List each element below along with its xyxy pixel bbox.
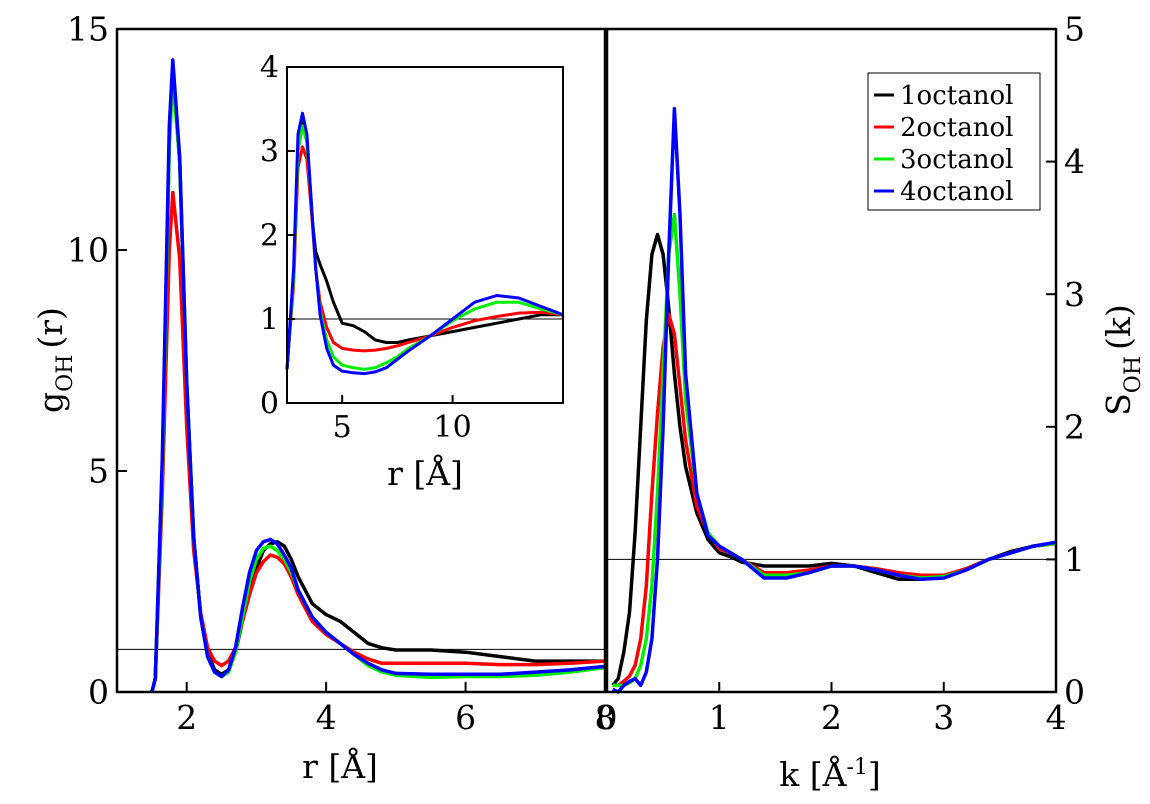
left-x-ticks: 2 4 6 8	[176, 682, 616, 737]
inset-series-group	[285, 111, 564, 376]
right-x-tick-label: 0	[597, 698, 618, 737]
svg-text:gOH(r): gOH (r)	[31, 307, 78, 413]
left-x-tick-label: 2	[176, 698, 197, 737]
right-y-label: SOH (k)	[1099, 304, 1146, 416]
right-x-ticks: 0 1 2 3 4	[597, 682, 1067, 737]
right-x-label-tail: ]	[868, 755, 881, 794]
left-series-group	[150, 58, 606, 693]
right-x-tick-label: 2	[821, 698, 842, 737]
legend-entry-4octanol: 4octanol	[874, 177, 1013, 207]
legend-label-4octanol: 4octanol	[900, 177, 1013, 207]
inset-y-tick-label: 1	[260, 303, 279, 338]
legend: 1octanol 2octanol 3octanol 4octanol	[867, 72, 1041, 211]
left-x-label: r [Å]	[302, 746, 378, 786]
legend-box	[867, 72, 1041, 211]
inset-x-tick-label: 5	[333, 410, 352, 445]
inset-y-tick-label: 0	[260, 387, 279, 422]
right-y-label-tail: (k)	[1099, 304, 1138, 350]
inset-series-4octanol	[285, 111, 564, 376]
right-plot-frame	[605, 27, 1058, 694]
right-y-tick-label: 0	[1064, 673, 1085, 712]
left-y-label-tail: (r)	[31, 307, 70, 349]
right-y-tick-label: 1	[1064, 540, 1085, 579]
left-y-tick-label: 0	[88, 673, 109, 712]
inset-x-tick-label: 10	[434, 410, 472, 445]
right-x-label: k [Å-1]	[779, 754, 881, 794]
right-y-tick-label: 2	[1064, 407, 1085, 446]
legend-label-2octanol: 2octanol	[900, 113, 1013, 143]
right-y-tick-label: 5	[1064, 10, 1085, 49]
left-plot-frame	[115, 27, 607, 694]
inset-plot-frame	[286, 66, 564, 404]
left-y-label-main: g	[31, 392, 70, 413]
left-x-tick-label: 8	[595, 698, 616, 737]
left-y-tick-label: 10	[67, 231, 109, 270]
right-y-tick-label: 4	[1064, 142, 1085, 181]
legend-entry-2octanol: 2octanol	[874, 113, 1013, 143]
left-y-label-sub: OH	[53, 355, 78, 392]
legend-entry-1octanol: 1octanol	[874, 81, 1013, 111]
inset-series-2octanol	[285, 145, 564, 370]
left-x-tick-label: 6	[455, 698, 476, 737]
inset-panel: 5 10 0 1 2 3 4 r [Å]	[260, 51, 564, 493]
right-y-label-sub: OH	[1121, 356, 1146, 393]
left-series-4octanol	[150, 58, 606, 693]
svg-text:SOH(k): SOH (k)	[1099, 304, 1146, 416]
inset-y-tick-label: 4	[260, 51, 279, 86]
left-y-tick-label: 5	[88, 452, 109, 491]
right-x-tick-label: 4	[1046, 698, 1067, 737]
legend-label-1octanol: 1octanol	[900, 81, 1013, 111]
inset-background	[287, 67, 563, 403]
legend-label-3octanol: 3octanol	[900, 145, 1013, 175]
right-y-ticks: 0 1 2 3 4 5	[1046, 10, 1085, 712]
right-series-2octanol	[612, 312, 1057, 688]
inset-y-tick-label: 3	[260, 135, 279, 170]
legend-entry-3octanol: 3octanol	[874, 145, 1013, 175]
inset-y-ticks: 0 1 2 3 4	[260, 51, 295, 422]
right-x-label-sup: -1	[846, 755, 867, 780]
inset-x-label: r [Å]	[387, 453, 463, 493]
left-y-label: gOH (r)	[31, 307, 78, 413]
inset-y-tick-label: 2	[260, 219, 279, 254]
right-y-tick-label: 3	[1064, 275, 1085, 314]
right-panel: 0 1 2 3 4 0 1 2 3 4 5 k [Å-1] SOH (k) 1octanol 2oc…	[597, 10, 1147, 794]
right-y-label-main: S	[1099, 393, 1138, 416]
right-series-4octanol	[611, 106, 1057, 694]
svg-text:k [Å-1]: k [Å-1]	[779, 754, 881, 794]
inset-x-ticks: 5 10	[333, 395, 472, 445]
right-x-tick-label: 3	[933, 698, 954, 737]
right-series-group	[611, 106, 1057, 694]
left-x-tick-label: 4	[316, 698, 337, 737]
left-y-ticks: 0 5 10 15	[67, 10, 127, 712]
right-x-tick-label: 1	[709, 698, 730, 737]
left-series-2octanol	[150, 190, 606, 693]
right-x-label-main: k [Å	[779, 754, 847, 794]
left-y-tick-label: 15	[67, 10, 109, 49]
